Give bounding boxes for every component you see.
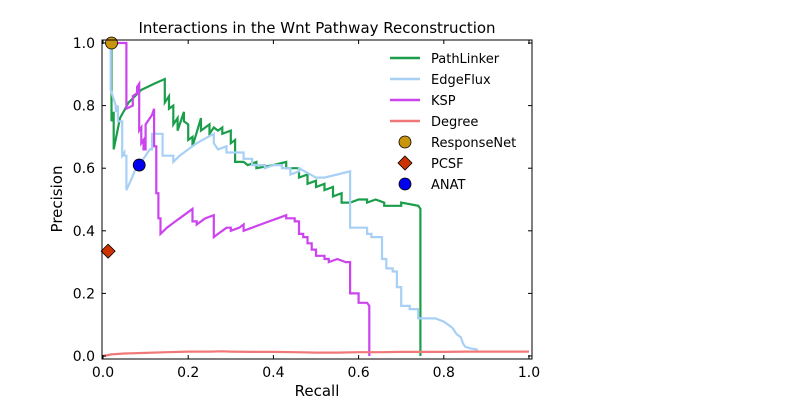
marker-anat: [132, 158, 146, 172]
x-tick-label: 0.2: [177, 365, 199, 381]
legend-label: EdgeFlux: [431, 73, 491, 88]
y-axis-label: Precision: [48, 166, 66, 233]
y-tick-label: 0.2: [73, 286, 95, 302]
marker-responsenet: [105, 36, 118, 50]
x-tick-label: 1.0: [518, 365, 540, 381]
legend-label: ANAT: [431, 178, 466, 193]
y-tick-label: 1.0: [73, 36, 95, 52]
chart-title: Interactions in the Wnt Pathway Reconstr…: [138, 19, 495, 37]
legend-swatch-pcsf: [397, 155, 413, 171]
axes-frame: [101, 39, 533, 360]
plot-area: 0.0 0.2 0.4 0.6 0.8 1.0 0.0 0.2 0.4 0.6 0.8 1.0: [73, 36, 540, 381]
legend: PathLinker EdgeFlux KSP Degree ResponseNet PC…: [390, 52, 516, 193]
legend-label: PCSF: [431, 157, 464, 172]
series-line-degree: [102, 350, 529, 358]
y-tick-label: 0.8: [73, 99, 95, 115]
series-line-ksp: [113, 41, 371, 356]
legend-label: PathLinker: [431, 52, 500, 67]
legend-swatch-anat: [398, 177, 412, 191]
legend-swatch-responsenet: [398, 135, 412, 149]
legend-label: Degree: [431, 115, 478, 130]
x-tick-label: 0.0: [92, 365, 114, 381]
x-tick-label: 0.8: [433, 365, 455, 381]
legend-label: ResponseNet: [431, 136, 516, 151]
x-axis-label: Recall: [295, 382, 340, 400]
y-tick-label: 0.6: [73, 161, 95, 177]
series-line-pathlinker: [110, 43, 422, 356]
y-tick-label: 0.0: [73, 349, 95, 365]
marker-pcsf: [100, 243, 116, 259]
x-tick-label: 0.4: [262, 365, 284, 381]
x-tick-label: 0.6: [347, 365, 369, 381]
y-tick-label: 0.4: [73, 224, 95, 240]
legend-label: KSP: [431, 94, 456, 109]
